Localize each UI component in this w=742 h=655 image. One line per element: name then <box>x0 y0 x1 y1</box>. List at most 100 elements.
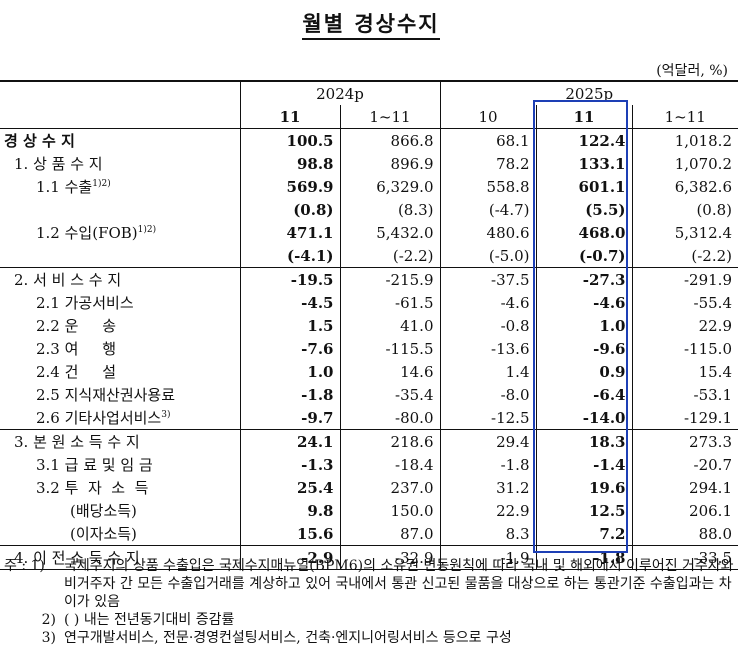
row-label: 1.1 수출1)2) <box>0 175 240 198</box>
cell-value: 206.1 <box>631 499 738 522</box>
table-row: 1. 상 품 수 지 98.8 896.9 78.2 133.1 1,070.2 <box>0 152 738 175</box>
cell-value: 1.0 <box>535 314 632 337</box>
cell-value: -53.1 <box>631 383 738 406</box>
table-row: 2.2 운 송 1.5 41.0 -0.8 1.0 22.9 <box>0 314 738 337</box>
cell-value: 98.8 <box>239 152 340 175</box>
table-row: (이자소득) 15.6 87.0 8.3 7.2 88.0 <box>0 522 738 546</box>
cell-value: 29.4 <box>439 429 536 453</box>
cell-value: 18.3 <box>535 429 632 453</box>
row-label: 2. 서 비 스 수 지 <box>0 267 240 291</box>
cell-value: 15.6 <box>239 522 340 546</box>
cell-value: 480.6 <box>439 221 536 244</box>
cell-value: -33.5 <box>631 545 738 570</box>
cell-value: (-2.2) <box>631 244 738 268</box>
row-label: 2.4 건 설 <box>0 360 240 383</box>
cell-value: 294.1 <box>631 476 738 499</box>
cell-value: 273.3 <box>631 429 738 453</box>
table-row: 3.2 투 자 소 득 25.4 237.0 31.2 19.6 294.1 <box>0 476 738 499</box>
cell-value: 68.1 <box>439 128 536 152</box>
cell-value: 19.6 <box>535 476 632 499</box>
header-blank <box>0 105 240 129</box>
row-label: 2.5 지식재산권사용료 <box>0 383 240 406</box>
cell-value: 24.1 <box>239 429 340 453</box>
row-label: (배당소득) <box>0 499 240 522</box>
cell-value: 468.0 <box>535 221 632 244</box>
cell-value: 122.4 <box>535 128 632 152</box>
cell-value: -12.5 <box>439 406 536 430</box>
cell-value: 22.9 <box>439 499 536 522</box>
header-col-2024-11: 11 <box>239 105 340 129</box>
cell-value: -55.4 <box>631 291 738 314</box>
cell-value: 14.6 <box>339 360 440 383</box>
footnote-marker: 3) <box>161 410 171 420</box>
row-label-text: 3.2 투 자 소 득 <box>36 479 149 497</box>
current-account-table: 2024p 2025p 11 1~11 10 11 1~11 경 상 수 지 10… <box>0 80 738 570</box>
row-label: 1. 상 품 수 지 <box>0 152 240 175</box>
footnote-marker: 1)2) <box>92 179 111 189</box>
cell-value: 471.1 <box>239 221 340 244</box>
cell-value: 0.9 <box>535 360 632 383</box>
cell-value: 7.2 <box>535 522 632 546</box>
footnote-key: 주 : 1) <box>4 558 45 574</box>
row-label-text: (이자소득) <box>70 525 137 543</box>
cell-value: -1.8 <box>439 453 536 476</box>
table-row: 1.2 수입(FOB)1)2) 471.1 5,432.0 480.6 468.0 5,3… <box>0 221 738 244</box>
table-row: (-4.1) (-2.2) (-5.0) (-0.7) (-2.2) <box>0 244 738 268</box>
cell-value: -8.0 <box>439 383 536 406</box>
row-label-text: 1.1 수출 <box>36 178 93 196</box>
table-row: 2.3 여 행 -7.6 -115.5 -13.6 -9.6 -115.0 <box>0 337 738 360</box>
cell-value: 1,070.2 <box>631 152 738 175</box>
table-row: (0.8) (8.3) (-4.7) (5.5) (0.8) <box>0 198 738 221</box>
cell-value: -1.4 <box>535 453 632 476</box>
cell-value: -4.5 <box>239 291 340 314</box>
page-title: 월별 경상수지 <box>0 8 742 40</box>
cell-value: 218.6 <box>339 429 440 453</box>
row-label: 1.2 수입(FOB)1)2) <box>0 221 240 244</box>
cell-value: -9.7 <box>239 406 340 430</box>
cell-value: (5.5) <box>535 198 632 221</box>
row-label: 2.1 가공서비스 <box>0 291 240 314</box>
cell-value: 1.0 <box>239 360 340 383</box>
cell-value: -1.9 <box>439 545 536 570</box>
cell-value: -291.9 <box>631 267 738 291</box>
table-row: (배당소득) 9.8 150.0 22.9 12.5 206.1 <box>0 499 738 522</box>
table-row: 2.4 건 설 1.0 14.6 1.4 0.9 15.4 <box>0 360 738 383</box>
header-row-months: 11 1~11 10 11 1~11 <box>0 105 738 129</box>
row-label <box>0 244 240 268</box>
row-label-text: 2.2 운 송 <box>36 317 117 335</box>
cell-value: -14.0 <box>535 406 632 430</box>
cell-value: 5,432.0 <box>339 221 440 244</box>
row-label-text: 2.6 기타사업서비스 <box>36 409 162 427</box>
row-label: 2.3 여 행 <box>0 337 240 360</box>
footnote-3: 3) 연구개발서비스, 전문·경영컨설팅서비스, 건축·엔지니어링서비스 등으로… <box>4 629 736 647</box>
cell-value: 87.0 <box>339 522 440 546</box>
cell-value: -2.9 <box>239 545 340 570</box>
cell-value: (0.8) <box>631 198 738 221</box>
table-row: 1.1 수출1)2) 569.9 6,329.0 558.8 601.1 6,382.6 <box>0 175 738 198</box>
cell-value: (0.8) <box>239 198 340 221</box>
row-label-text: 1. 상 품 수 지 <box>14 155 103 173</box>
cell-value: -1.8 <box>535 545 632 570</box>
cell-value: -13.6 <box>439 337 536 360</box>
row-label: 3.2 투 자 소 득 <box>0 476 240 499</box>
row-label: 2.6 기타사업서비스3) <box>0 406 240 430</box>
cell-value: 896.9 <box>339 152 440 175</box>
header-year-2024: 2024p <box>239 80 440 105</box>
header-row-years: 2024p 2025p <box>0 80 738 105</box>
footnote-1: 주 : 1) 국제수지의 상품 수출입은 국제수지매뉴얼(BPM6)의 소유권 … <box>4 557 736 611</box>
header-col-2025-10: 10 <box>439 105 536 129</box>
cell-value: -18.4 <box>339 453 440 476</box>
cell-value: (-0.7) <box>535 244 632 268</box>
cell-value: 100.5 <box>239 128 340 152</box>
cell-value: (-4.1) <box>239 244 340 268</box>
table-row: 4. 이 전 소 득 수 지 -2.9 -32.9 -1.9 -1.8 -33.5 <box>0 545 738 570</box>
cell-value: 6,329.0 <box>339 175 440 198</box>
cell-value: -115.5 <box>339 337 440 360</box>
cell-value: 569.9 <box>239 175 340 198</box>
row-label-text: 2.5 지식재산권사용료 <box>36 386 176 404</box>
cell-value: 1.5 <box>239 314 340 337</box>
cell-value: 601.1 <box>535 175 632 198</box>
footnotes: 주 : 1) 국제수지의 상품 수출입은 국제수지매뉴얼(BPM6)의 소유권 … <box>4 557 736 647</box>
row-label-text: 3. 본 원 소 득 수 지 <box>14 433 140 451</box>
footnote-text: 국제수지의 상품 수출입은 국제수지매뉴얼(BPM6)의 소유권 변동원칙에 따… <box>64 558 734 610</box>
